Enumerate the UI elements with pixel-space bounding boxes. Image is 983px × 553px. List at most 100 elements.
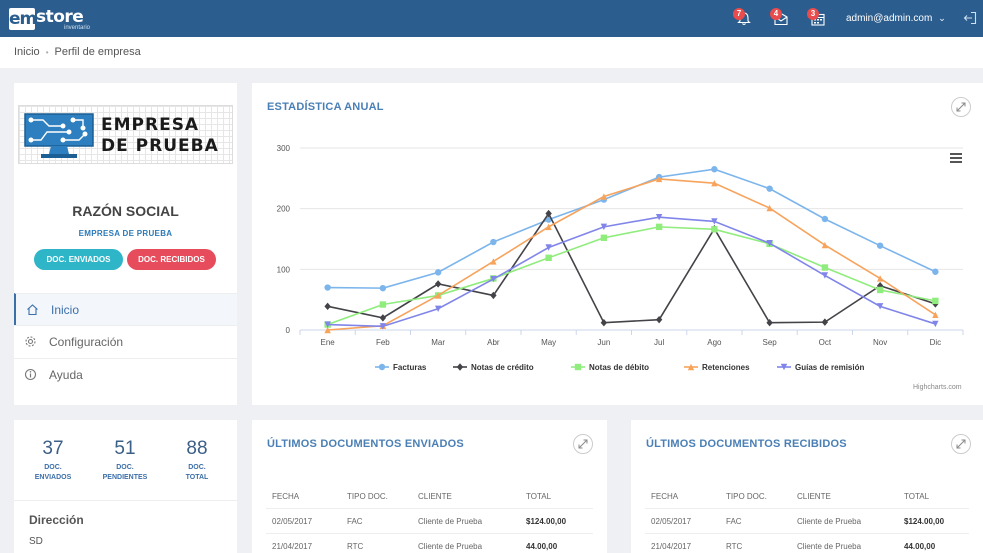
y-tick-label: 300	[277, 144, 291, 153]
stat-pending-label1: DOC.	[116, 464, 134, 471]
series-line	[327, 226, 936, 326]
cell-total: $124.00,00	[526, 517, 567, 526]
data-point	[434, 292, 442, 299]
col-tipo-doc: TIPO DOC.	[726, 492, 767, 501]
data-point	[932, 320, 939, 328]
data-point	[600, 193, 608, 200]
breadcrumb-separator: •	[45, 48, 49, 57]
data-point	[932, 297, 939, 305]
cell-total: 44.00,00	[904, 542, 936, 551]
received-documents-button[interactable]: DOC. RECIBIDOS	[127, 249, 216, 270]
circuit-computer-icon	[24, 113, 94, 158]
data-point	[821, 215, 829, 223]
x-tick-label: Abr	[487, 338, 500, 347]
top-navbar: em store inventario 7 4 3 admin@admin.co…	[0, 0, 983, 37]
data-point	[324, 284, 331, 291]
stat-total-value: 88	[186, 438, 208, 459]
breadcrumb-home[interactable]: Inicio	[14, 46, 40, 58]
annual-statistics-title: ESTADÍSTICA ANUAL	[267, 101, 384, 113]
logout-icon	[963, 11, 977, 25]
cell-total: $124.00,00	[904, 517, 945, 526]
data-point	[711, 179, 718, 187]
legend-marker	[456, 363, 464, 371]
breadcrumb-current: Perfil de empresa	[54, 46, 141, 58]
x-tick-label: Sep	[763, 338, 778, 347]
chevron-down-icon: ⌄	[938, 13, 946, 23]
cell-fecha: 02/05/2017	[651, 517, 692, 526]
legend-marker	[574, 363, 582, 371]
y-tick-label: 100	[277, 265, 291, 274]
expand-icon	[956, 102, 966, 112]
chart-credits[interactable]: Highcharts.com	[913, 384, 962, 391]
calendar-button[interactable]: 3	[807, 8, 829, 30]
menu-item-configuracion[interactable]: Configuración	[14, 325, 237, 357]
user-menu[interactable]: admin@admin.com ⌄	[846, 13, 946, 24]
data-point	[766, 204, 773, 212]
data-point	[711, 166, 718, 173]
data-point	[711, 226, 718, 233]
x-tick-label: Dic	[930, 338, 942, 347]
legend-marker	[780, 363, 788, 371]
data-point	[545, 254, 552, 262]
data-point	[766, 185, 773, 192]
sent-documents-button[interactable]: DOC. ENVIADOS	[34, 249, 123, 270]
y-tick-label: 0	[286, 326, 291, 335]
company-profile-card: EMPRESA DE PRUEBA RAZÓN SOCIAL EMPRESA D…	[14, 83, 237, 405]
menu-label-configuracion: Configuración	[49, 335, 124, 349]
row-divider	[645, 508, 969, 509]
col-tipo-doc: TIPO DOC.	[347, 492, 388, 501]
emstore-logo[interactable]: em store inventario	[9, 6, 93, 32]
data-point	[545, 223, 552, 231]
data-point	[766, 319, 773, 327]
notifications-button[interactable]: 7	[733, 8, 755, 30]
data-point	[379, 284, 387, 292]
cell-fecha: 21/04/2017	[651, 542, 692, 551]
cell-tipo: FAC	[726, 517, 742, 526]
cell-cliente[interactable]: Cliente de Prueba	[797, 542, 862, 551]
col-fecha: FECHA	[651, 492, 679, 501]
data-point	[932, 268, 939, 275]
data-point	[490, 238, 497, 246]
stat-sent: 37 DOC. ENVIADOS	[18, 438, 88, 483]
expand-received-button[interactable]	[951, 434, 971, 454]
legend-marker	[687, 363, 695, 371]
series-line	[327, 216, 936, 328]
series-line	[327, 178, 936, 331]
x-tick-label: Ene	[321, 338, 336, 347]
legend-label: Guías de remisión	[795, 363, 864, 372]
expand-sent-button[interactable]	[573, 434, 593, 454]
cell-cliente[interactable]: Cliente de Prueba	[418, 542, 483, 551]
x-tick-label: Oct	[819, 338, 832, 347]
data-point	[324, 326, 331, 334]
address-label: Dirección	[29, 513, 84, 527]
x-tick-label: Nov	[873, 338, 887, 347]
chart-menu-button[interactable]	[950, 153, 962, 165]
data-point	[490, 291, 497, 300]
notification-badge: 7	[733, 8, 745, 20]
stat-pending-label2: PENDIENTES	[102, 474, 148, 481]
messages-button[interactable]: 4	[770, 8, 792, 30]
expand-chart-button[interactable]	[951, 97, 971, 117]
data-point	[545, 209, 552, 218]
logout-button[interactable]	[963, 11, 977, 30]
cell-cliente[interactable]: Cliente de Prueba	[418, 517, 483, 526]
expand-icon	[578, 439, 588, 449]
stat-sent-value: 37	[42, 438, 64, 459]
menu-item-ayuda[interactable]: Ayuda	[14, 358, 237, 390]
data-point	[766, 240, 773, 247]
logo-subtitle: inventario	[64, 25, 91, 31]
data-point	[655, 315, 663, 324]
data-point	[490, 275, 497, 283]
legend-label: Notas de débito	[589, 363, 649, 372]
menu-item-inicio[interactable]: Inicio	[14, 293, 237, 325]
data-point	[379, 314, 387, 322]
col-cliente: CLIENTE	[797, 492, 831, 501]
row-divider	[645, 533, 969, 534]
cell-tipo: RTC	[347, 542, 364, 551]
data-point	[600, 234, 608, 241]
legend-label: Retenciones	[702, 363, 750, 372]
cell-cliente[interactable]: Cliente de Prueba	[797, 517, 862, 526]
data-point	[379, 323, 387, 330]
data-point	[434, 280, 442, 288]
data-point	[490, 258, 497, 265]
